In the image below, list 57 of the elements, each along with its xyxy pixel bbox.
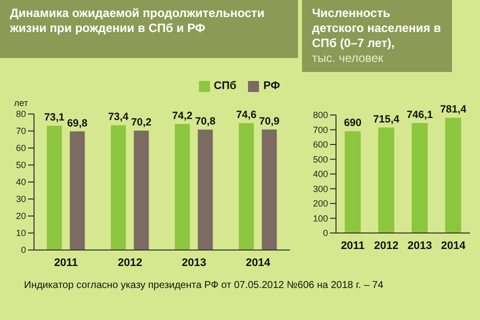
y-tick-label: 300: [312, 184, 328, 194]
data-label: 70,9: [259, 115, 280, 128]
data-label: 70,8: [195, 116, 216, 128]
x-tick-label: 2014: [246, 256, 272, 269]
bar: [70, 131, 85, 250]
bar: [110, 125, 126, 250]
bar: [198, 130, 213, 250]
bar: [174, 124, 190, 250]
y-axis-title: лет: [14, 98, 28, 108]
data-label: 74,6: [236, 109, 257, 122]
chart-subtitle: тыс. человек: [312, 51, 384, 66]
bar: [344, 131, 361, 233]
bar: [238, 123, 254, 250]
y-tick-label: 80: [16, 109, 26, 120]
x-tick-label: 2012: [118, 256, 142, 269]
bar: [378, 127, 394, 233]
x-tick-label: 2012: [374, 240, 398, 252]
data-label: 74,2: [172, 110, 193, 122]
data-label: 70,2: [131, 116, 152, 129]
x-tick-label: 2011: [340, 240, 365, 252]
data-label: 690: [344, 117, 362, 130]
y-tick-label: 700: [312, 124, 328, 135]
y-tick-label: 0: [20, 245, 26, 256]
y-tick-label: 30: [16, 194, 26, 204]
y-tick-label: 600: [312, 140, 328, 150]
y-tick-label: 40: [16, 177, 26, 188]
bar: [445, 118, 462, 233]
data-label: 73,1: [44, 112, 65, 124]
bar: [134, 130, 149, 250]
y-tick-label: 200: [312, 198, 328, 209]
legend-label: РФ: [263, 80, 280, 92]
y-tick-label: 70: [16, 126, 26, 136]
x-tick-label: 2014: [441, 240, 466, 252]
x-tick-label: 2013: [408, 240, 432, 252]
y-tick-label: 500: [312, 154, 328, 164]
y-tick-label: 400: [312, 169, 328, 180]
y-tick-label: 0: [322, 228, 328, 238]
y-tick-label: 800: [312, 110, 328, 120]
data-label: 715,4: [373, 113, 400, 126]
data-label: 73,4: [108, 111, 129, 124]
legend-label: СПб: [214, 80, 236, 92]
bar: [46, 126, 62, 250]
data-label: 69,8: [67, 117, 88, 130]
y-tick-label: 20: [16, 211, 26, 222]
text: Индикатор согласно указу президента РФ от 07.05.2012 №606 на 2018 г. – 74: [24, 280, 384, 291]
chart-title: Численность детского населения в СПб (0–7 лет),: [312, 6, 442, 51]
y-tick-label: 10: [16, 228, 26, 238]
data-label: 746,1: [406, 108, 434, 121]
y-tick-label: 60: [16, 143, 26, 154]
y-tick-label: 50: [16, 160, 26, 170]
x-tick-label: 2011: [54, 256, 78, 269]
chart-title: Динамика ожидаемой продолжительности жизни при рождении в СПб и РФ: [10, 6, 266, 36]
y-tick-label: 100: [312, 213, 328, 224]
bar: [262, 129, 277, 250]
x-tick-label: 2013: [182, 256, 206, 269]
bar: [412, 122, 428, 233]
data-label: 781,4: [440, 104, 467, 116]
